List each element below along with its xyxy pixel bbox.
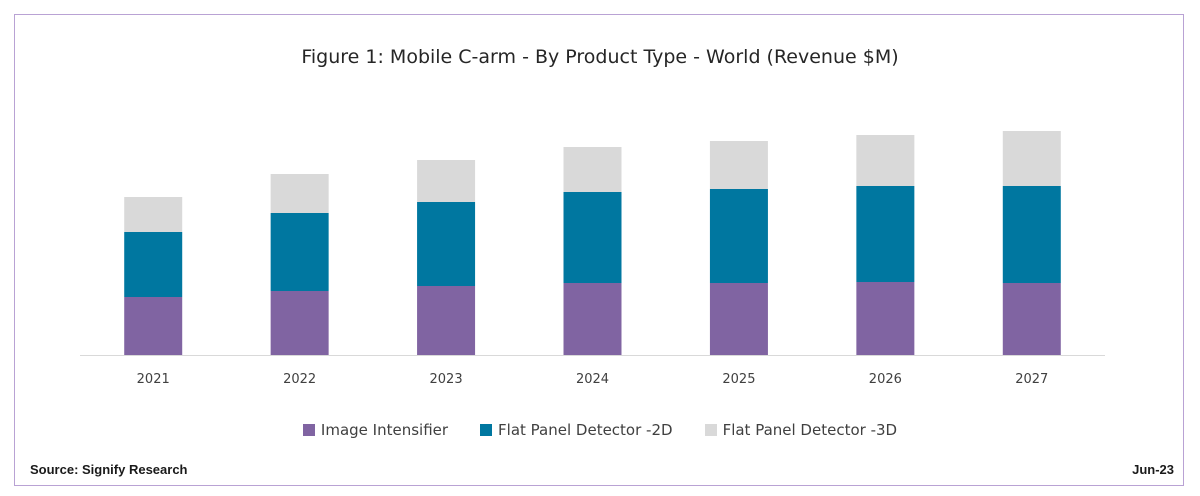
bar-segment-2022-series-1 [270, 213, 329, 291]
date-note: Jun-23 [1132, 462, 1174, 477]
legend-item: Image Intensifier [302, 421, 449, 439]
bar-segment-2024-series-1 [563, 192, 622, 283]
bar-segment-2022-series-0 [270, 291, 329, 355]
legend-swatch [480, 424, 493, 436]
bar-segment-2021-series-2 [124, 197, 183, 232]
chart-title: Figure 1: Mobile C-arm - By Product Type… [301, 46, 899, 68]
bar-segment-2021-series-1 [124, 232, 183, 297]
bar-segment-2026-series-1 [856, 186, 915, 282]
bar-segment-2022-series-2 [270, 174, 329, 213]
bar-segment-2026-series-2 [856, 135, 915, 186]
bar-segment-2027-series-2 [1002, 131, 1061, 186]
x-tick-label: 2022 [283, 372, 316, 387]
legend-label: Image Intensifier [320, 421, 449, 439]
bar-segment-2025-series-0 [709, 283, 768, 355]
bar-segment-2023-series-2 [417, 160, 476, 202]
bar-segment-2027-series-0 [1002, 283, 1061, 355]
chart-legend: Image Intensifier Flat Panel Detector -2D… [0, 421, 1200, 439]
source-note: Source: Signify Research [30, 462, 188, 477]
x-tick-label: 2025 [722, 372, 755, 387]
bar-segment-2025-series-1 [709, 189, 768, 283]
bar-segment-2024-series-2 [563, 147, 622, 192]
bar-segment-2026-series-0 [856, 282, 915, 355]
bar-segment-2023-series-0 [417, 286, 476, 355]
legend-label: Flat Panel Detector -3D [722, 421, 898, 439]
bar-segment-2023-series-1 [417, 202, 476, 286]
x-tick-label: 2026 [869, 372, 902, 387]
legend-item: Flat Panel Detector -2D [480, 421, 673, 439]
legend-item: Flat Panel Detector -3D [704, 421, 898, 439]
x-tick-label: 2024 [576, 372, 609, 387]
legend-swatch [704, 424, 717, 436]
legend-swatch [302, 424, 315, 436]
x-tick-label: 2023 [430, 372, 463, 387]
x-tick-label: 2027 [1015, 372, 1048, 387]
legend-label: Flat Panel Detector -2D [498, 421, 673, 439]
bar-segment-2025-series-2 [709, 141, 768, 189]
bar-segment-2027-series-1 [1002, 186, 1061, 283]
bar-segment-2021-series-0 [124, 297, 183, 355]
bar-segment-2024-series-0 [563, 283, 622, 355]
x-tick-label: 2021 [137, 372, 170, 387]
